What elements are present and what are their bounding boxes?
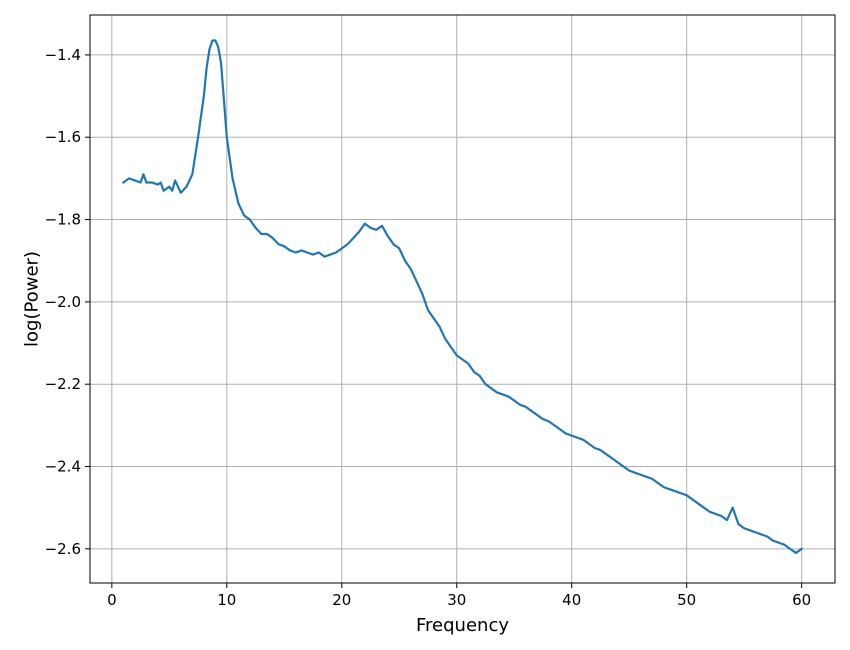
y-tick-label: −1.6 (45, 128, 81, 146)
series-line (121, 39, 804, 555)
axes-frame (89, 14, 836, 584)
y-tick-label: −1.8 (45, 211, 81, 229)
x-tick-label: 60 (792, 591, 811, 609)
y-tick-label: −2.6 (45, 540, 81, 558)
x-tick-label: 40 (562, 591, 581, 609)
x-tick-label: 30 (447, 591, 466, 609)
x-tick-label: 10 (217, 591, 236, 609)
grid (90, 15, 835, 583)
x-tick-label: 50 (677, 591, 696, 609)
y-tick-label: −1.4 (45, 46, 81, 64)
x-tick-label: 0 (107, 591, 117, 609)
x-axis: 0 10 20 30 40 50 60 (107, 583, 811, 609)
plot-area (121, 39, 804, 555)
x-tick-label: 20 (332, 591, 351, 609)
y-tick-label: −2.2 (45, 375, 81, 393)
y-tick-label: −2.0 (45, 293, 81, 311)
y-axis-label: log(Power) (21, 251, 42, 347)
y-axis: −1.4 −1.6 −1.8 −2.0 −2.2 −2.4 −2.6 (45, 46, 90, 558)
y-tick-label: −2.4 (45, 458, 81, 476)
x-axis-label: Frequency (416, 615, 509, 636)
